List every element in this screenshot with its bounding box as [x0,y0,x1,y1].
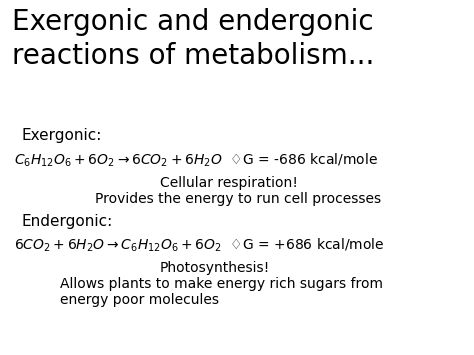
Text: $6CO_2 + 6H_2O \rightarrow C_6H_{12}O_6 + 6O_2$  ♢G = +686 kcal/mole: $6CO_2 + 6H_2O \rightarrow C_6H_{12}O_6 … [14,237,384,255]
Text: energy poor molecules: energy poor molecules [60,293,219,307]
Text: Exergonic and endergonic
reactions of metabolism...: Exergonic and endergonic reactions of me… [12,8,374,70]
Text: Endergonic:: Endergonic: [22,214,113,229]
Text: Provides the energy to run cell processes: Provides the energy to run cell processe… [95,192,381,206]
Text: Exergonic:: Exergonic: [22,128,102,143]
Text: $C_6H_{12}O_6 + 6O_2 \rightarrow 6CO_2 + 6H_2O$  ♢G = -686 kcal/mole: $C_6H_{12}O_6 + 6O_2 \rightarrow 6CO_2 +… [14,152,378,169]
Text: Cellular respiration!: Cellular respiration! [160,176,298,190]
Text: Photosynthesis!: Photosynthesis! [160,261,270,275]
Text: Allows plants to make energy rich sugars from: Allows plants to make energy rich sugars… [60,277,383,291]
